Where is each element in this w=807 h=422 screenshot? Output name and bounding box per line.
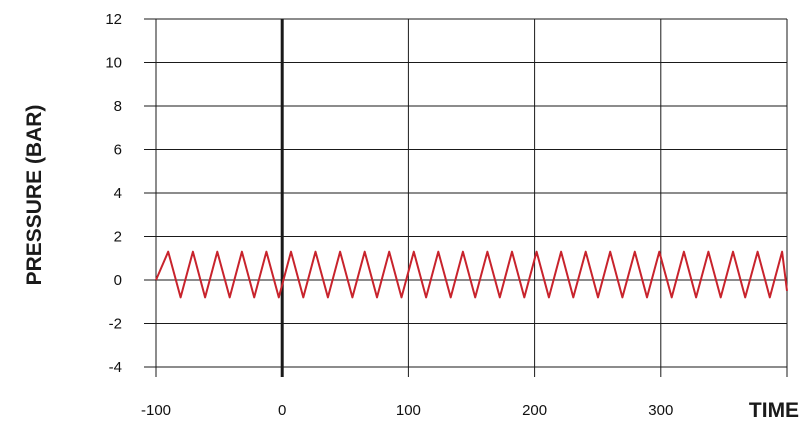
grid [144,18,788,377]
y-tick-label: -4 [109,359,122,376]
x-tick-label: 100 [396,402,421,419]
series-layer [155,250,788,299]
x-tick-label: -100 [141,402,171,419]
y-tick-label: 6 [114,142,122,159]
x-tick-labels: -100 0 100 200 300 [141,402,673,419]
x-tick-label: 200 [522,402,547,419]
y-tick-label: 2 [114,229,122,246]
x-tick-label: 0 [278,402,286,419]
y-axis-title: PRESSURE (BAR) [23,105,46,286]
y-tick-label: -2 [109,316,122,333]
y-tick-labels: -4 -2 0 2 4 6 8 10 12 [105,11,122,376]
y-tick-label: 4 [114,185,122,202]
y-tick-label: 8 [114,98,122,115]
y-tick-label: 10 [105,55,122,72]
pressure-series-line [155,250,788,299]
x-axis-title: TIME [749,399,799,422]
x-tick-label: 300 [648,402,673,419]
y-tick-label: 0 [114,272,122,289]
y-tick-label: 12 [105,11,122,28]
